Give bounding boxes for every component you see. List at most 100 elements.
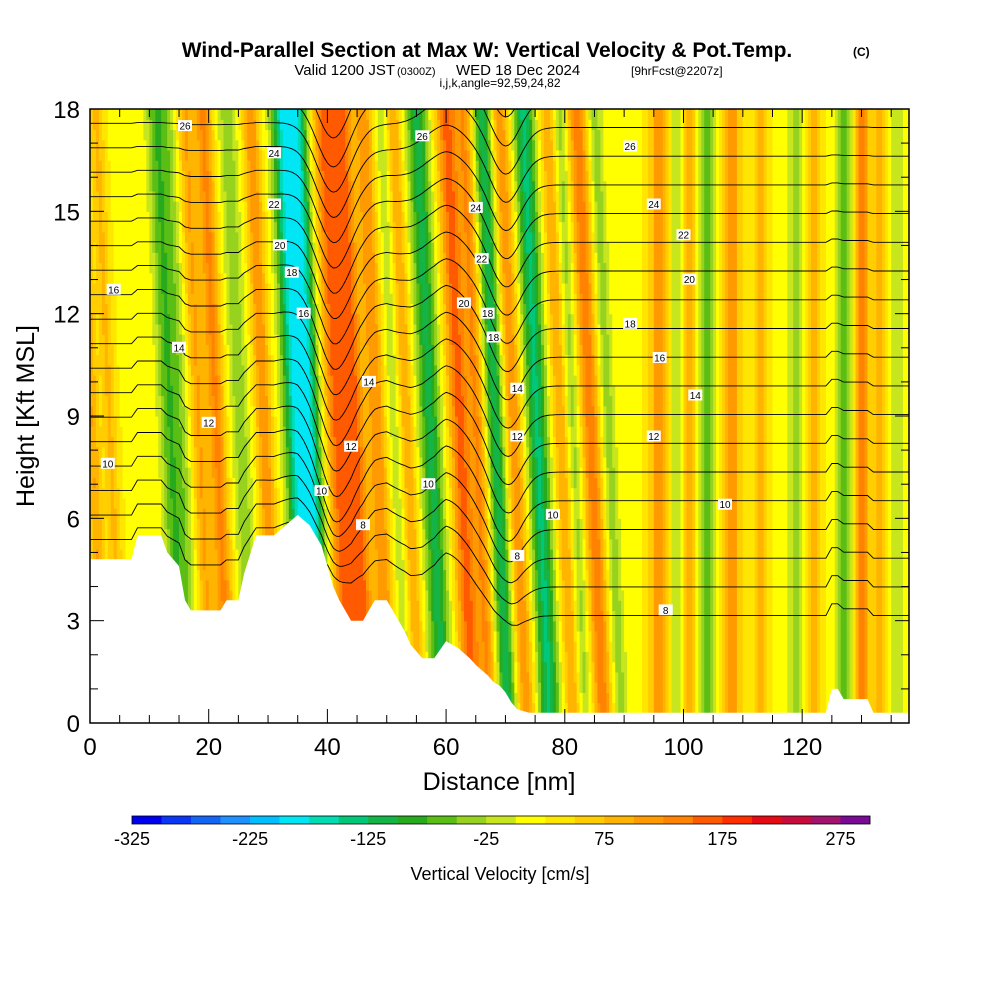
velocity-cell [276, 221, 281, 233]
velocity-cell [137, 293, 142, 305]
velocity-cell [176, 549, 180, 560]
velocity-cell [226, 364, 231, 376]
velocity-cell [158, 211, 162, 223]
velocity-cell [282, 467, 287, 478]
velocity-cell [125, 323, 130, 335]
velocity-cell [98, 549, 103, 560]
velocity-cell [250, 467, 254, 478]
velocity-cell [202, 293, 207, 305]
velocity-cell [303, 323, 308, 335]
velocity-cell [321, 313, 326, 325]
velocity-cell [125, 334, 130, 345]
velocity-cell [262, 518, 266, 530]
velocity-cell [238, 538, 242, 550]
velocity-cell [92, 528, 97, 540]
velocity-cell [158, 170, 162, 182]
velocity-cell [134, 211, 139, 223]
velocity-cell [98, 149, 103, 161]
velocity-cell [321, 252, 326, 264]
velocity-cell [259, 467, 263, 478]
velocity-cell [205, 221, 210, 233]
velocity-cell [152, 139, 156, 151]
velocity-cell [128, 303, 133, 315]
velocity-cell [241, 344, 245, 356]
velocity-cell [288, 436, 293, 448]
velocity-cell [164, 129, 168, 141]
velocity-cell [173, 354, 177, 366]
velocity-cell [98, 528, 103, 540]
velocity-cell [140, 477, 145, 489]
velocity-cell [250, 364, 254, 376]
velocity-cell [196, 190, 201, 202]
velocity-cell [199, 334, 204, 345]
velocity-cell [238, 549, 242, 560]
velocity-cell [288, 477, 293, 489]
velocity-cell [321, 538, 326, 550]
velocity-cell [155, 426, 159, 438]
velocity-cell [101, 344, 106, 356]
velocity-cell [155, 129, 159, 141]
velocity-cell [137, 221, 142, 233]
velocity-cell [92, 129, 97, 141]
velocity-cell [152, 149, 156, 161]
velocity-cell [217, 426, 222, 438]
velocity-cell [170, 139, 174, 151]
velocity-cell [309, 119, 314, 131]
velocity-cell [330, 323, 334, 335]
velocity-cell [265, 293, 269, 305]
velocity-cell [309, 211, 314, 223]
velocity-cell [107, 497, 112, 509]
velocity-cell [137, 190, 142, 202]
velocity-cell [190, 190, 195, 202]
velocity-cell [122, 282, 127, 294]
velocity-cell [149, 364, 153, 376]
velocity-cell [146, 221, 150, 233]
velocity-cell [282, 426, 287, 438]
velocity-cell [259, 323, 263, 335]
velocity-cell [223, 375, 228, 386]
velocity-cell [161, 456, 165, 468]
velocity-cell [324, 160, 328, 171]
velocity-cell [113, 497, 118, 509]
velocity-cell [232, 252, 236, 264]
velocity-cell [259, 395, 263, 407]
velocity-cell [181, 569, 186, 581]
velocity-cell [181, 211, 186, 223]
velocity-cell [330, 334, 334, 345]
velocity-cell [244, 160, 248, 171]
velocity-cell [229, 395, 234, 407]
velocity-cell [161, 426, 165, 438]
velocity-cell [155, 385, 159, 397]
velocity-cell [241, 201, 245, 212]
velocity-cell [164, 385, 168, 397]
velocity-cell [211, 579, 216, 591]
velocity-cell [205, 467, 210, 478]
velocity-cell [161, 231, 165, 243]
velocity-cell [306, 119, 311, 131]
velocity-cell [170, 426, 174, 438]
velocity-cell [315, 456, 320, 468]
velocity-cell [288, 252, 293, 264]
velocity-cell [291, 303, 296, 315]
velocity-cell [179, 446, 183, 458]
velocity-cell [250, 303, 254, 315]
velocity-cell [300, 375, 305, 386]
velocity-cell [253, 272, 257, 284]
velocity-cell [137, 139, 142, 151]
velocity-cell [116, 221, 121, 233]
velocity-cell [291, 364, 296, 376]
velocity-cell [229, 109, 234, 120]
velocity-cell [110, 416, 115, 427]
velocity-cell [253, 518, 257, 530]
velocity-cell [95, 109, 100, 120]
velocity-cell [282, 262, 287, 274]
velocity-cell [173, 180, 177, 192]
velocity-cell [107, 395, 112, 407]
velocity-cell [137, 364, 142, 376]
velocity-cell [205, 549, 210, 560]
velocity-cell [291, 139, 296, 151]
velocity-cell [276, 293, 281, 305]
velocity-cell [250, 201, 254, 212]
velocity-cell [119, 549, 124, 560]
velocity-cell [244, 170, 248, 182]
